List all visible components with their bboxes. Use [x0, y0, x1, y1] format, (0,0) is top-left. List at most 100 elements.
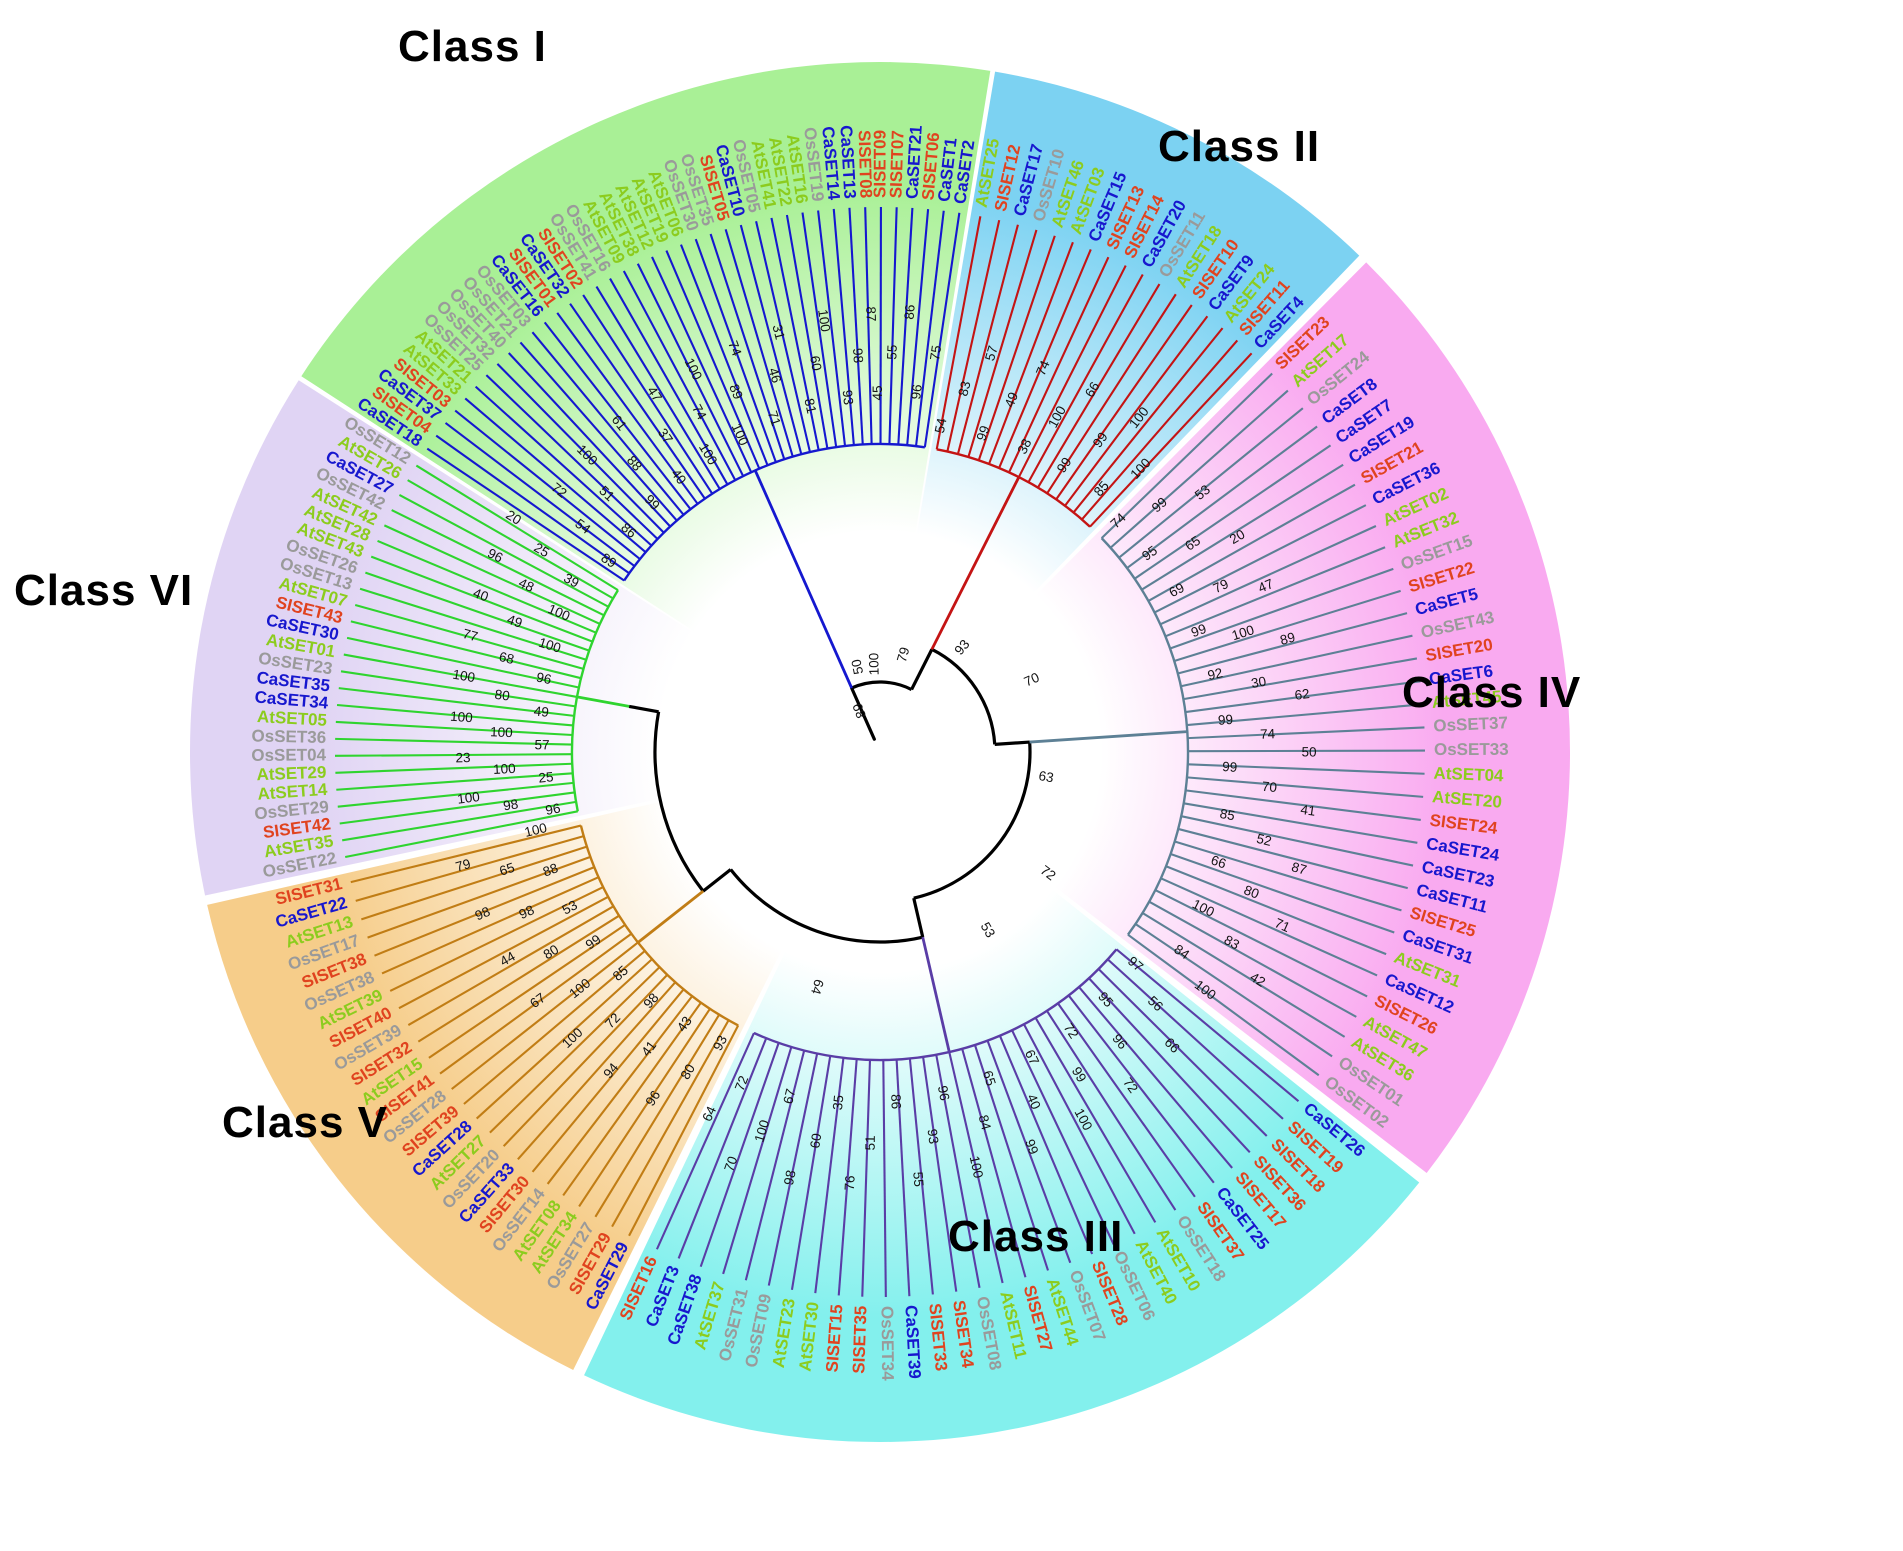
branch: [1067, 994, 1215, 1184]
branch: [335, 737, 573, 746]
branch: [1055, 304, 1193, 500]
backbone-arc: [913, 741, 1032, 900]
branch: [444, 422, 636, 567]
backbone-support-value: 70: [1022, 670, 1042, 690]
branch: [1037, 283, 1161, 489]
bootstrap-value: 100: [1230, 622, 1256, 643]
bootstrap-value: 52: [1255, 831, 1273, 849]
bootstrap-value: 98: [850, 348, 866, 364]
branch: [407, 905, 614, 1027]
branch: [337, 781, 574, 808]
bootstrap-value: 60: [807, 1132, 824, 1149]
sector-class-i: [301, 61, 991, 752]
branch: [801, 212, 838, 448]
branch: [355, 835, 584, 902]
branch: [814, 1057, 845, 1294]
bootstrap-value: 99: [1149, 494, 1170, 515]
backbone-step: [910, 648, 934, 691]
leaf-label-SISET08: SISET08: [855, 130, 876, 199]
bootstrap-value: 97: [1125, 953, 1146, 974]
branch: [1180, 634, 1413, 688]
bootstrap-value: 81: [801, 397, 819, 415]
bootstrap-value: 20: [1227, 527, 1248, 548]
branch: [832, 208, 855, 446]
bootstrap-value: 40: [668, 466, 689, 487]
bootstrap-value: 70: [1261, 779, 1277, 795]
bootstrap-value: 48: [516, 575, 536, 595]
tree-root: [850, 686, 876, 741]
bootstrap-value: 99: [1054, 455, 1075, 476]
bootstrap-value: 50: [1301, 744, 1316, 759]
bootstrap-value: 85: [1091, 478, 1112, 499]
branch: [956, 224, 1019, 455]
bootstrap-value: 100: [537, 635, 563, 656]
bootstrap-value: 100: [751, 1118, 772, 1144]
branch: [1046, 293, 1177, 494]
branch: [389, 886, 604, 992]
branch: [935, 1054, 981, 1289]
bootstrap-value: 99: [1022, 1137, 1041, 1156]
bootstrap-value: 96: [485, 545, 505, 565]
branch: [374, 866, 595, 957]
backbone-support-value: 72: [1038, 862, 1059, 883]
branch: [946, 219, 1001, 452]
branch: [1183, 657, 1418, 701]
branch: [1148, 900, 1357, 1018]
branch: [370, 555, 593, 643]
branch: [1185, 789, 1421, 821]
bootstrap-value: 96: [535, 670, 553, 688]
branch: [699, 1042, 780, 1268]
class-i-title: Class I: [398, 22, 547, 71]
branch: [454, 409, 641, 560]
bootstrap-value: 100: [967, 1154, 987, 1179]
bootstrap-value: 64: [699, 1103, 719, 1123]
branch: [609, 278, 729, 485]
bootstrap-value: 96: [935, 1084, 952, 1101]
branch: [377, 539, 597, 634]
branch: [342, 800, 577, 842]
branch: [1185, 680, 1421, 714]
bootstrap-value: 41: [638, 1038, 659, 1059]
bootstrap-value: 71: [765, 409, 784, 428]
bootstrap-value: 67: [1022, 1047, 1042, 1067]
leaf-label-SISET07: SISET07: [886, 130, 907, 199]
branch: [1177, 827, 1408, 890]
bootstrap-value: 86: [902, 304, 918, 320]
branch: [722, 1046, 793, 1275]
bootstrap-value: 100: [456, 789, 480, 807]
bootstrap-value: 72: [1120, 1075, 1141, 1096]
bootstrap-value: 80: [1242, 882, 1261, 901]
bootstrap-value: 77: [461, 626, 479, 644]
branch: [428, 923, 626, 1059]
branch: [651, 256, 753, 473]
branch: [914, 210, 945, 447]
branch: [426, 447, 625, 582]
bootstrap-value: 40: [1024, 1092, 1044, 1112]
branch: [1057, 1002, 1196, 1198]
bootstrap-value: 87: [1290, 859, 1309, 878]
bootstrap-value: 99: [1217, 712, 1233, 728]
branch: [354, 603, 584, 670]
leaf-label-SISET09: SISET09: [870, 130, 889, 198]
branch: [417, 914, 620, 1043]
bootstrap-value: 98: [517, 902, 537, 922]
bootstrap-value: 99: [974, 424, 993, 443]
bootstrap-value: 25: [531, 540, 552, 561]
branch: [1154, 889, 1368, 998]
branch: [1186, 776, 1424, 798]
sector-class-iv: [880, 262, 1570, 1174]
branch: [961, 1048, 1027, 1278]
bootstrap-value: 39: [561, 570, 581, 590]
branch: [1187, 726, 1425, 740]
backbone-arc: [653, 711, 705, 893]
branch: [988, 241, 1074, 465]
branch: [1134, 444, 1332, 580]
branch: [350, 824, 582, 884]
branch: [864, 207, 873, 445]
bootstrap-value: 47: [644, 384, 665, 405]
branch: [770, 217, 820, 451]
branch: [398, 494, 609, 608]
bootstrap-value: 68: [498, 649, 516, 667]
class-trunk: [930, 476, 1021, 650]
